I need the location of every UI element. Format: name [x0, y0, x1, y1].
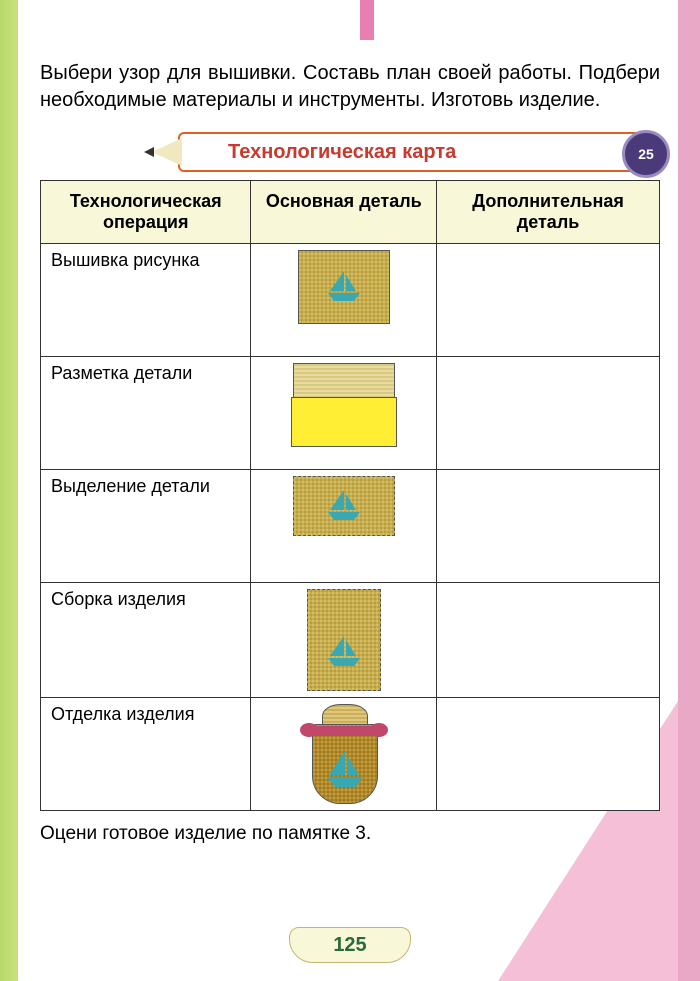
fabric-assembled-icon: [307, 589, 381, 691]
operation-cell: Сборка изделия: [41, 583, 251, 698]
pouch-icon: [304, 704, 384, 804]
extra-cell: [437, 583, 660, 698]
illustration-cell: [251, 244, 437, 357]
operation-cell: Разметка детали: [41, 357, 251, 470]
extra-cell: [437, 244, 660, 357]
illustration-cell: [251, 583, 437, 698]
table-row: Выделение детали: [41, 470, 660, 583]
fabric-with-boat-icon: [298, 250, 390, 324]
boat-icon: [324, 488, 364, 524]
pencil-label: Технологическая карта 25: [40, 132, 660, 172]
illustration-cell: [251, 357, 437, 470]
section-title: Технологическая карта: [228, 141, 456, 164]
footer-instruction: Оцени готовое изделие по памятке 3.: [40, 823, 660, 845]
boat-icon: [324, 634, 364, 670]
yellow-sheet-icon: [291, 397, 397, 447]
technology-table: Технологическая операция Основная деталь…: [40, 180, 660, 811]
activity-badge: 25: [622, 130, 670, 178]
operation-cell: Отделка изделия: [41, 698, 251, 811]
pencil-tip-icon: [152, 138, 182, 166]
ribbon-icon: [304, 726, 384, 736]
extra-cell: [437, 698, 660, 811]
operation-cell: Выделение детали: [41, 470, 251, 583]
table-row: Вышивка рисунка: [41, 244, 660, 357]
col-header-extra-detail: Дополнительная деталь: [437, 181, 660, 244]
col-header-operation: Технологическая операция: [41, 181, 251, 244]
illustration-cell: [251, 698, 437, 811]
page-number: 125: [289, 927, 411, 963]
left-border: [0, 0, 18, 981]
table-row: Разметка детали: [41, 357, 660, 470]
extra-cell: [437, 357, 660, 470]
operation-cell: Вышивка рисунка: [41, 244, 251, 357]
extra-cell: [437, 470, 660, 583]
top-stripe: [360, 0, 374, 40]
boat-icon: [324, 269, 364, 305]
col-header-main-detail: Основная деталь: [251, 181, 437, 244]
table-row: Сборка изделия: [41, 583, 660, 698]
boat-icon: [313, 725, 377, 803]
right-border: [678, 0, 700, 981]
illustration-cell: [251, 470, 437, 583]
instruction-text: Выбери узор для вышивки. Составь план св…: [40, 60, 660, 114]
table-row: Отделка изделия: [41, 698, 660, 811]
fabric-cut-icon: [293, 476, 395, 536]
